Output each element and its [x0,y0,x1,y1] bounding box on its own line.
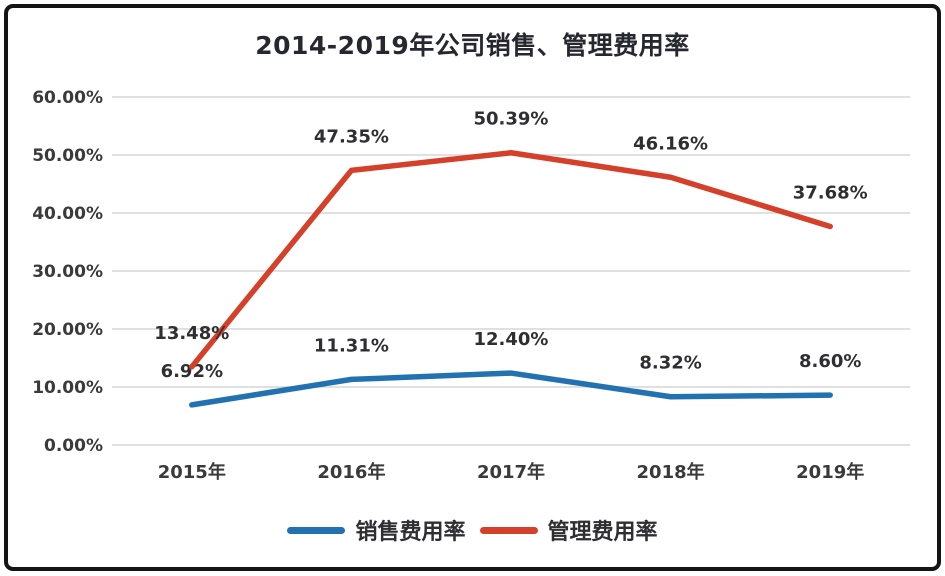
legend-label-sales-ratio: 销售费用率 [355,520,466,545]
y-axis-tick-label: 10.00% [32,378,103,398]
data-label: 46.16% [633,133,708,154]
data-label: 12.40% [474,329,549,350]
data-label: 47.35% [314,126,389,147]
legend-label-admin-ratio: 管理费用率 [547,520,658,545]
y-axis-tick-label: 30.00% [32,262,103,282]
y-axis-tick-label: 20.00% [32,320,103,340]
data-label: 37.68% [793,182,868,203]
data-label: 50.39% [474,109,549,130]
x-axis-tick-label: 2019年 [796,461,864,483]
y-axis-tick-label: 50.00% [32,146,103,166]
x-axis-tick-label: 2016年 [317,461,385,483]
y-axis-tick-label: 60.00% [32,88,103,108]
admin-ratio-line-swatch-icon [479,526,538,534]
data-label: 11.31% [314,335,389,356]
chart-legend: 销售费用率 管理费用率 [0,514,945,546]
x-axis-tick-label: 2015年 [158,461,226,483]
legend-item-sales-ratio: 销售费用率 [287,514,466,546]
chart-title: 2014-2019年公司销售、管理费用率 [255,31,690,60]
sales-ratio-line-swatch-icon [287,526,346,534]
x-axis-tick-label: 2018年 [637,461,705,483]
x-axis-tick-label: 2017年 [477,461,545,483]
y-axis-tick-label: 0.00% [44,436,103,456]
legend-item-admin-ratio: 管理费用率 [479,514,658,546]
y-axis-tick-label: 40.00% [32,204,103,224]
data-label: 6.92% [161,361,223,382]
data-label: 13.48% [154,323,229,344]
series-line-0 [189,370,833,408]
figure-border [4,4,941,571]
data-label: 8.32% [639,353,701,374]
series-line-1 [189,149,833,370]
data-label: 8.60% [799,351,861,372]
